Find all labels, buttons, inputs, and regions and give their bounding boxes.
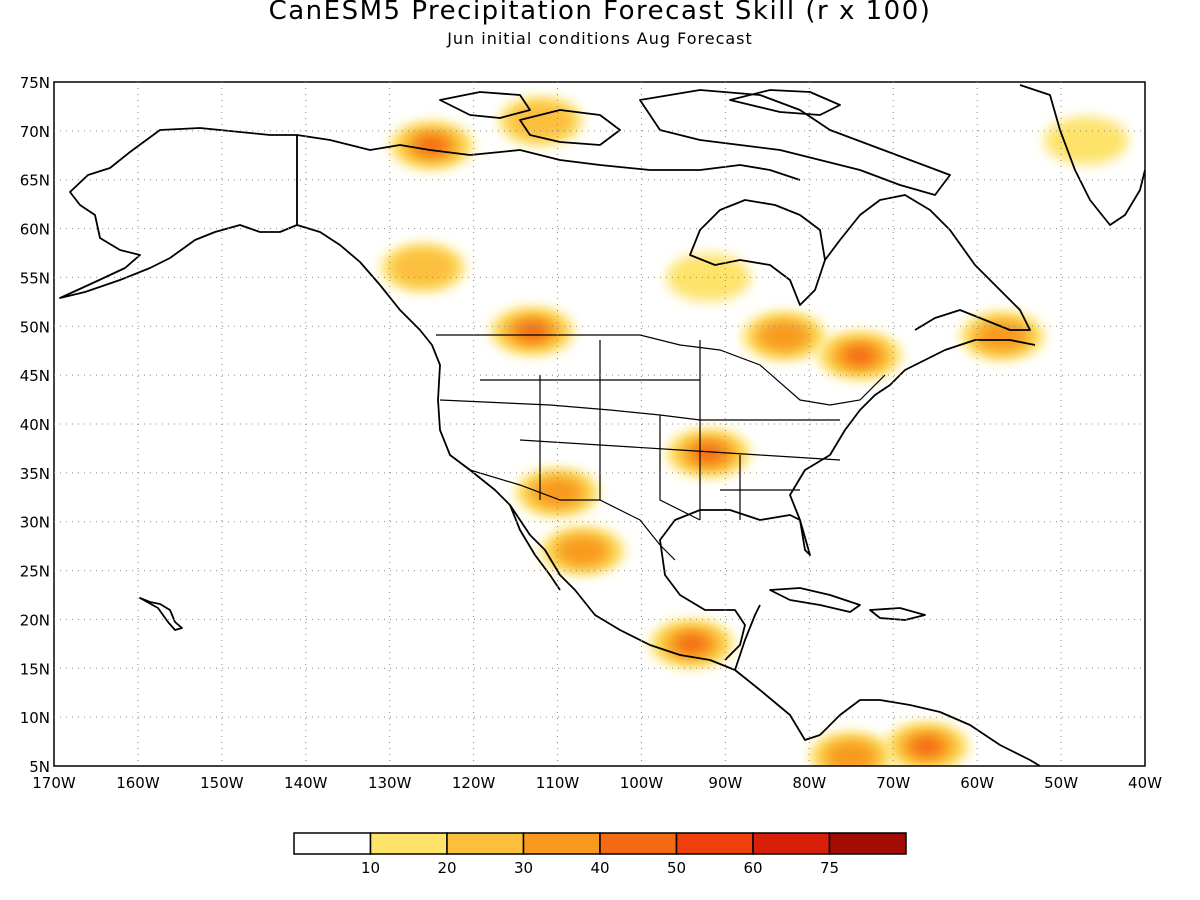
lat-tick-label: 5N (29, 758, 50, 776)
skill-shading (381, 97, 1129, 766)
lon-tick-label: 160W (116, 774, 160, 792)
lat-tick-label: 20N (20, 611, 50, 629)
lon-tick-label: 90W (708, 774, 742, 792)
map-title: CanESM5 Precipitation Forecast Skill (r … (268, 0, 932, 26)
lon-tick-label: 140W (284, 774, 328, 792)
color-scale-bin (828, 832, 907, 855)
skill-area-southern-mexico (677, 635, 707, 653)
color-scale-label: 30 (514, 859, 533, 877)
lon-tick-label: 80W (792, 774, 826, 792)
skill-area-colombia (827, 742, 875, 766)
map-subtitle: Jun initial conditions Aug Forecast (447, 29, 753, 48)
color-scale-label: 20 (437, 859, 456, 877)
lon-tick-label: 110W (536, 774, 580, 792)
latitude-labels: 5N 10N 15N 20N 25N 30N 35N 40N 45N 50N 55N 60N 65N 70… (20, 74, 50, 776)
color-scale-bin (522, 832, 601, 855)
skill-area-western-canada-rockies (390, 248, 457, 287)
coastlines (59, 84, 1145, 766)
color-scale-label: 10 (361, 859, 380, 877)
lat-tick-label: 70N (20, 123, 50, 141)
color-scale-bin (446, 832, 525, 855)
color-scale-label: 40 (590, 859, 609, 877)
lon-tick-label: 60W (960, 774, 994, 792)
lon-tick-label: 170W (32, 774, 76, 792)
skill-area-arizona-new-mexico (534, 478, 582, 506)
lat-tick-label: 60N (20, 221, 50, 239)
lon-tick-label: 50W (1044, 774, 1078, 792)
skill-area-greenland-east (1044, 116, 1129, 165)
lat-lon-grid (54, 82, 1145, 766)
lat-tick-label: 40N (20, 416, 50, 434)
political-borders (296, 135, 886, 561)
lat-tick-label: 55N (20, 269, 50, 287)
lat-tick-label: 25N (20, 563, 50, 581)
lat-tick-label: 10N (20, 709, 50, 727)
skill-area-ontario-quebec (760, 322, 808, 350)
color-scale-bin (293, 832, 372, 855)
lat-tick-label: 35N (20, 465, 50, 483)
color-scale-label: 50 (667, 859, 686, 877)
color-scale-bin (599, 832, 678, 855)
skill-area-quebec-south (845, 347, 874, 364)
lat-tick-label: 45N (20, 367, 50, 385)
skill-area-ozarks-mississippi-valley (694, 445, 723, 462)
skill-area-northwest-mexico (559, 537, 607, 565)
lat-tick-label: 15N (20, 660, 50, 678)
color-scale-bin (369, 832, 448, 855)
lon-tick-label: 120W (452, 774, 496, 792)
lon-tick-label: 130W (368, 774, 412, 792)
lon-tick-label: 100W (620, 774, 664, 792)
color-scale-bin (752, 832, 831, 855)
lon-tick-label: 150W (200, 774, 244, 792)
lat-tick-label: 50N (20, 318, 50, 336)
color-scale-bin (675, 832, 754, 855)
lon-tick-label: 40W (1128, 774, 1162, 792)
color-scale-label: 75 (820, 859, 839, 877)
lat-tick-label: 30N (20, 514, 50, 532)
skill-area-venezuela (912, 738, 942, 755)
lat-tick-label: 65N (20, 172, 50, 190)
lon-tick-label: 70W (876, 774, 910, 792)
lat-tick-label: 75N (20, 74, 50, 92)
color-scale-label: 60 (743, 859, 762, 877)
longitude-labels: 170W 160W 150W 140W 130W 120W 110W 100W 90W 80W 70… (32, 774, 1162, 792)
